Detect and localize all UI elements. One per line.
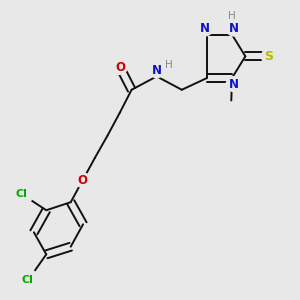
Text: N: N [229, 22, 238, 35]
Text: N: N [200, 22, 210, 35]
Text: H: H [164, 60, 172, 70]
Circle shape [226, 77, 241, 92]
Circle shape [226, 21, 241, 36]
Circle shape [17, 269, 39, 292]
Text: Cl: Cl [22, 275, 34, 286]
Text: H: H [228, 11, 236, 21]
Text: S: S [264, 50, 273, 63]
Text: N: N [229, 78, 238, 91]
Circle shape [11, 183, 33, 205]
Text: Cl: Cl [16, 189, 28, 199]
Circle shape [225, 10, 239, 23]
Circle shape [261, 49, 276, 64]
Text: O: O [78, 174, 88, 187]
Circle shape [198, 21, 213, 36]
Text: O: O [115, 61, 125, 74]
Circle shape [162, 58, 175, 71]
Circle shape [75, 173, 90, 188]
Text: N: N [152, 64, 162, 77]
Circle shape [112, 60, 127, 74]
Circle shape [149, 63, 164, 78]
